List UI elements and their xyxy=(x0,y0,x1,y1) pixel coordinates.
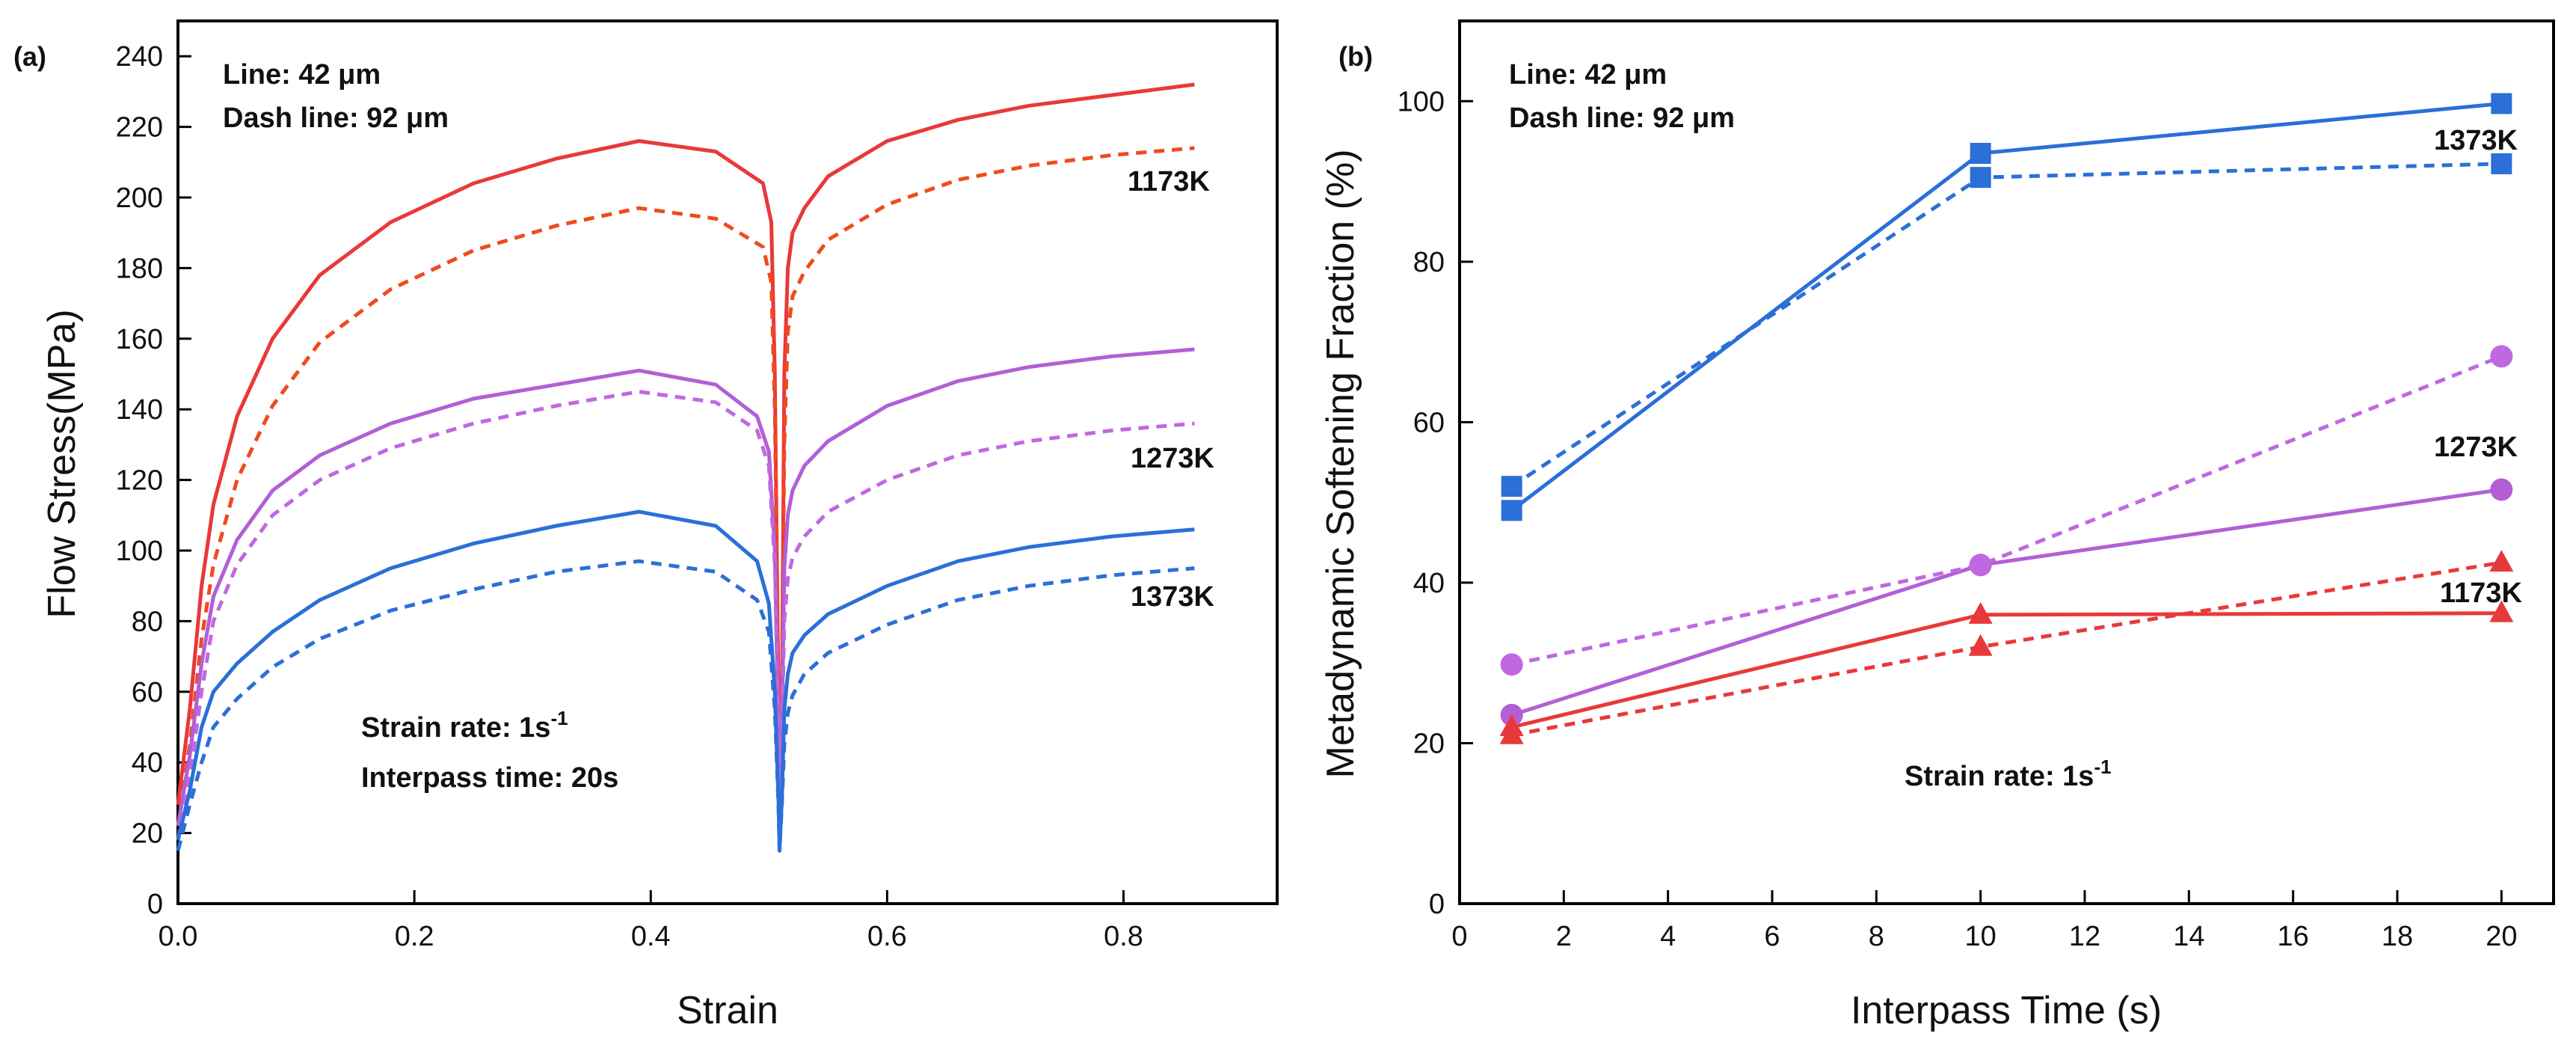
panel-a-strain-rate-text: Strain rate: 1s xyxy=(361,712,550,744)
y-tick-label: 80 xyxy=(1413,247,1445,278)
x-tick-label: 0 xyxy=(1451,921,1467,952)
y-tick-label: 40 xyxy=(132,747,163,779)
series-line-1273k-42-m xyxy=(176,347,1195,827)
panel-b-ticks: 0 2 4 6 8 10 12 14 16 18 20 0 20 40 60 80 100 xyxy=(1398,86,2518,952)
panel-a-frame xyxy=(176,19,1279,905)
panel-a-label-1273K: 1273K xyxy=(1131,443,1215,474)
panel-a-strain-rate: Strain rate: 1s-1 xyxy=(361,707,568,744)
y-tick-label: 20 xyxy=(132,818,163,850)
data-point-1373k-42-m xyxy=(2491,93,2512,114)
x-tick-label: 10 xyxy=(1965,921,1996,952)
panel-a-label-1173K: 1173K xyxy=(1128,166,1210,197)
y-tick-label: 60 xyxy=(1413,407,1445,438)
series-line-1373k-92-m xyxy=(176,559,1195,853)
y-tick-label: 200 xyxy=(116,183,163,214)
data-point-1373k-92-m xyxy=(1970,167,1991,189)
panel-a-tag: (a) xyxy=(13,41,46,72)
data-point-1373k-92-m xyxy=(2491,153,2512,174)
x-tick-label: 2 xyxy=(1556,921,1572,952)
series-line-1173k-92-m xyxy=(176,146,1195,827)
data-point-1273k-92-m xyxy=(1500,653,1523,676)
panel-b-note-dash: Dash line: 92 μm xyxy=(1509,102,1735,134)
series-line-1373k-42-m xyxy=(176,509,1195,853)
y-tick-label: 140 xyxy=(116,394,163,426)
y-tick-label: 100 xyxy=(116,536,163,567)
data-point-1373k-42-m xyxy=(1970,143,1991,164)
panel-a-note-line: Line: 42 μm xyxy=(223,59,381,91)
panel-a-xlabel: Strain xyxy=(677,989,778,1032)
series-line-1173k-42-m xyxy=(176,82,1195,806)
panel-b: (b) 0 2 4 6 8 10 12 14 16 18 20 0 20 40 60 80 100 Line: … xyxy=(1319,19,2555,1032)
x-tick-label: 6 xyxy=(1764,921,1780,952)
panel-b-ylabel: Metadynamic Softening Fraction (%) xyxy=(1319,149,1362,778)
panel-a-interpass: Interpass time: 20s xyxy=(361,762,618,794)
y-tick-label: 120 xyxy=(116,465,163,497)
x-tick-label: 0.0 xyxy=(159,921,198,952)
data-point-1173k-92-m xyxy=(1968,634,1993,656)
panel-b-strain-rate: Strain rate: 1s-1 xyxy=(1905,756,2112,792)
panel-b-label-1273K: 1273K xyxy=(2434,432,2518,463)
y-tick-label: 180 xyxy=(116,253,163,284)
y-tick-label: 220 xyxy=(116,112,163,144)
x-tick-label: 8 xyxy=(1869,921,1884,952)
series-line-1373k-42-m xyxy=(1510,102,2502,512)
series-line-1373k-92-m xyxy=(1510,162,2502,488)
panel-a-label-1373K: 1373K xyxy=(1131,581,1215,613)
data-point-1273k-42-m xyxy=(2490,478,2513,501)
y-tick-label: 100 xyxy=(1398,86,1445,117)
y-tick-label: 240 xyxy=(116,41,163,73)
y-tick-label: 0 xyxy=(1429,889,1445,920)
series-line-1173k-42-m xyxy=(1511,611,2502,729)
panel-b-note-line: Line: 42 μm xyxy=(1509,59,1667,91)
y-tick-label: 20 xyxy=(1413,728,1445,759)
series-line-1273k-92-m xyxy=(1511,355,2503,667)
panel-a-series xyxy=(176,82,1195,853)
panel-a-note-dash: Dash line: 92 μm xyxy=(223,102,449,134)
data-point-1173k-42-m xyxy=(2489,600,2514,622)
panel-b-tag: (b) xyxy=(1338,41,1373,72)
y-tick-label: 40 xyxy=(1413,568,1445,599)
panel-b-strain-rate-text: Strain rate: 1s xyxy=(1905,761,2094,792)
panel-b-strain-rate-sup: -1 xyxy=(2094,756,2111,778)
panel-a-ylabel: Flow Stress(MPa) xyxy=(40,309,84,618)
panel-b-label-1373K: 1373K xyxy=(2434,125,2518,156)
panel-b-series xyxy=(1499,93,2514,744)
x-tick-label: 12 xyxy=(2069,921,2100,952)
series-line-1273k-42-m xyxy=(1510,488,2502,717)
panel-a-strain-rate-sup: -1 xyxy=(550,707,568,729)
x-tick-label: 4 xyxy=(1660,921,1676,952)
panel-b-frame xyxy=(1458,19,2555,905)
x-tick-label: 14 xyxy=(2173,921,2204,952)
data-point-1173k-42-m xyxy=(1968,601,1993,624)
x-tick-label: 0.6 xyxy=(867,921,907,952)
data-point-1373k-92-m xyxy=(1501,476,1522,497)
panel-b-label-1173K: 1173K xyxy=(2440,577,2522,609)
x-tick-label: 18 xyxy=(2382,921,2413,952)
data-point-1173k-92-m xyxy=(2489,550,2514,572)
panel-a: (a) 0.0 0.2 0.4 0.6 0.8 0 20 40 60 80 100 120 140 160… xyxy=(13,19,1279,1032)
panel-b-xlabel: Interpass Time (s) xyxy=(1851,989,2162,1032)
x-tick-label: 20 xyxy=(2486,921,2517,952)
y-tick-label: 160 xyxy=(116,324,163,355)
series-line-1273k-92-m xyxy=(176,390,1195,841)
y-tick-label: 0 xyxy=(147,889,163,920)
data-point-1273k-92-m xyxy=(1969,554,1992,577)
data-point-1373k-42-m xyxy=(1501,500,1522,521)
series-line-1173k-92-m xyxy=(1511,560,2502,738)
y-tick-label: 80 xyxy=(132,606,163,637)
x-tick-label: 0.4 xyxy=(631,921,671,952)
x-tick-label: 0.2 xyxy=(395,921,434,952)
x-tick-label: 0.8 xyxy=(1104,921,1143,952)
data-point-1173k-92-m xyxy=(1499,722,1524,744)
data-point-1273k-92-m xyxy=(2490,345,2513,368)
y-tick-label: 60 xyxy=(132,677,163,708)
x-tick-label: 16 xyxy=(2278,921,2309,952)
